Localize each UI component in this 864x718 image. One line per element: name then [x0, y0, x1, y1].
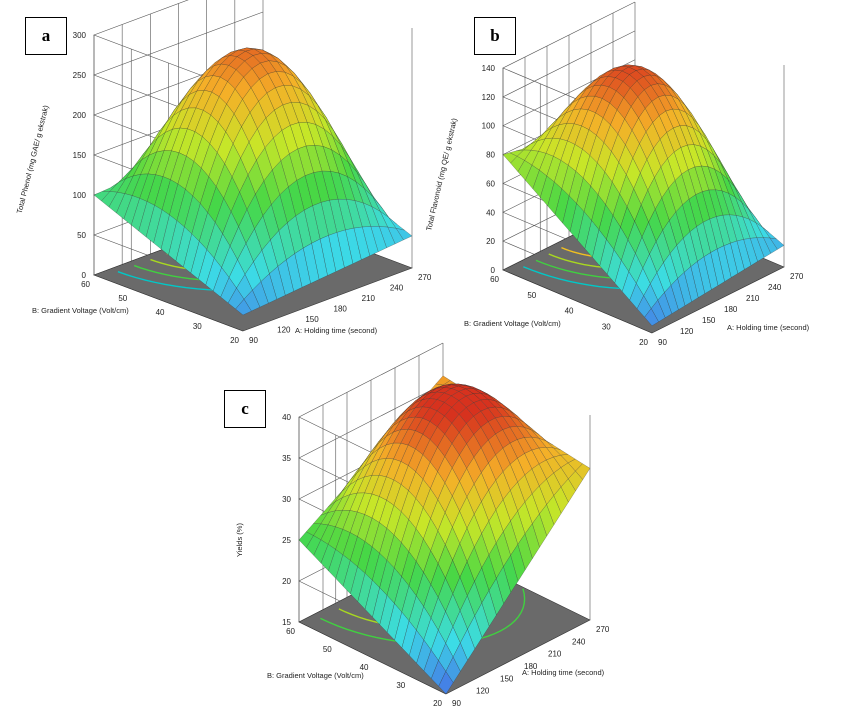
y-tick-label: 50	[323, 645, 332, 654]
x-tick-label: 150	[305, 315, 319, 324]
z-tick-label: 300	[73, 31, 87, 40]
z-tick-label: 120	[482, 93, 496, 102]
tick-labels: 0 50 100 150 200 250 300 90 120 150 180 210 240 270 20…	[73, 31, 432, 345]
x-tick-label: 90	[249, 336, 258, 345]
z-tick-label: 30	[282, 495, 291, 504]
x-tick-label: 270	[790, 272, 804, 281]
panel-label-c: c	[224, 390, 266, 428]
y-tick-label: 40	[156, 308, 165, 317]
z-tick-label: 100	[73, 191, 87, 200]
y-tick-label: 50	[527, 291, 536, 300]
panel-label-a: a	[25, 17, 67, 55]
response-surface	[502, 64, 785, 327]
y-tick-label: 60	[490, 275, 499, 284]
x-tick-label: 210	[548, 650, 562, 659]
z-tick-label: 40	[282, 413, 291, 422]
x-tick-label: 90	[452, 699, 461, 708]
x-tick-label: 120	[277, 326, 291, 335]
z-axis-title: Total Phenol (mg GAE/ g ekstrak)	[15, 104, 51, 215]
tick-labels: 0 20 40 60 80 100 120 140 90 120 150 180 210 240 270 20…	[482, 64, 804, 347]
response-surface	[93, 47, 413, 316]
x-axis-title: A: Holding time (second)	[295, 326, 378, 335]
z-tick-label: 25	[282, 536, 291, 545]
z-tick-label: 35	[282, 454, 291, 463]
x-tick-label: 180	[524, 662, 538, 671]
y-tick-label: 30	[193, 322, 202, 331]
z-tick-label: 20	[282, 577, 291, 586]
z-tick-label: 100	[482, 122, 496, 131]
z-tick-label: 0	[491, 266, 496, 275]
y-tick-label: 40	[360, 663, 369, 672]
surface-patch	[438, 671, 454, 695]
surface-patch	[235, 298, 252, 316]
y-tick-label: 30	[396, 681, 405, 690]
x-tick-label: 120	[680, 327, 694, 336]
chart-svg-c: 15 20 25 30 35 40 90 120 150 180 210 240 270 20 30 40 50…	[235, 342, 610, 708]
x-tick-label: 240	[572, 637, 586, 646]
z-tick-label: 0	[82, 271, 87, 280]
x-tick-label: 150	[500, 674, 514, 683]
y-tick-label: 60	[286, 627, 295, 636]
y-tick-label: 60	[81, 280, 90, 289]
y-tick-label: 40	[565, 307, 574, 316]
chart-svg-b: 0 20 40 60 80 100 120 140 90 120 150 180 210 240 270 20…	[424, 1, 810, 347]
x-axis-title: A: Holding time (second)	[727, 323, 810, 332]
x-tick-label: 180	[724, 305, 738, 314]
panel-label-b: b	[474, 17, 516, 55]
x-tick-label: 210	[746, 294, 760, 303]
y-tick-label: 50	[118, 294, 127, 303]
y-tick-label: 20	[433, 699, 442, 708]
z-tick-label: 140	[482, 64, 496, 73]
response-surface	[298, 375, 591, 695]
x-tick-label: 90	[658, 338, 667, 347]
z-axis-title: Yields (%)	[235, 523, 244, 557]
z-tick-label: 80	[486, 151, 495, 160]
z-tick-label: 40	[486, 208, 495, 217]
chart-panel-a: 0 50 100 150 200 250 300 90 120 150 180 210 240 270 20…	[0, 0, 440, 356]
z-tick-label: 15	[282, 618, 291, 627]
tick-labels: 15 20 25 30 35 40 90 120 150 180 210 240 270 20 30 40 50…	[282, 413, 610, 708]
y-tick-label: 20	[639, 338, 648, 347]
y-axis-title: B: Gradient Voltage (Volt/cm)	[267, 671, 364, 680]
x-tick-label: 150	[702, 316, 716, 325]
x-tick-label: 120	[476, 687, 490, 696]
chart-panel-c: 15 20 25 30 35 40 90 120 150 180 210 240 270 20 30 40 50…	[222, 342, 642, 712]
chart-panel-b: 0 20 40 60 80 100 120 140 90 120 150 180 210 240 270 20…	[424, 0, 862, 356]
x-tick-label: 270	[596, 625, 610, 634]
y-axis-title: B: Gradient Voltage (Volt/cm)	[464, 319, 561, 328]
y-tick-label: 20	[230, 336, 239, 345]
z-tick-label: 150	[73, 151, 87, 160]
x-axis-title: A: Holding time (second)	[522, 668, 605, 677]
z-tick-label: 50	[77, 231, 86, 240]
y-axis-title: B: Gradient Voltage (Volt/cm)	[32, 306, 129, 315]
z-tick-label: 60	[486, 179, 495, 188]
x-tick-label: 240	[768, 283, 782, 292]
x-tick-label: 180	[334, 305, 348, 314]
x-tick-label: 270	[418, 273, 432, 282]
chart-svg-a: 0 50 100 150 200 250 300 90 120 150 180 210 240 270 20…	[15, 0, 432, 345]
z-tick-label: 200	[73, 111, 87, 120]
x-tick-label: 240	[390, 284, 404, 293]
z-tick-label: 250	[73, 71, 87, 80]
x-tick-label: 210	[362, 294, 376, 303]
y-tick-label: 30	[602, 322, 611, 331]
surface-patch	[644, 308, 659, 327]
z-tick-label: 20	[486, 237, 495, 246]
